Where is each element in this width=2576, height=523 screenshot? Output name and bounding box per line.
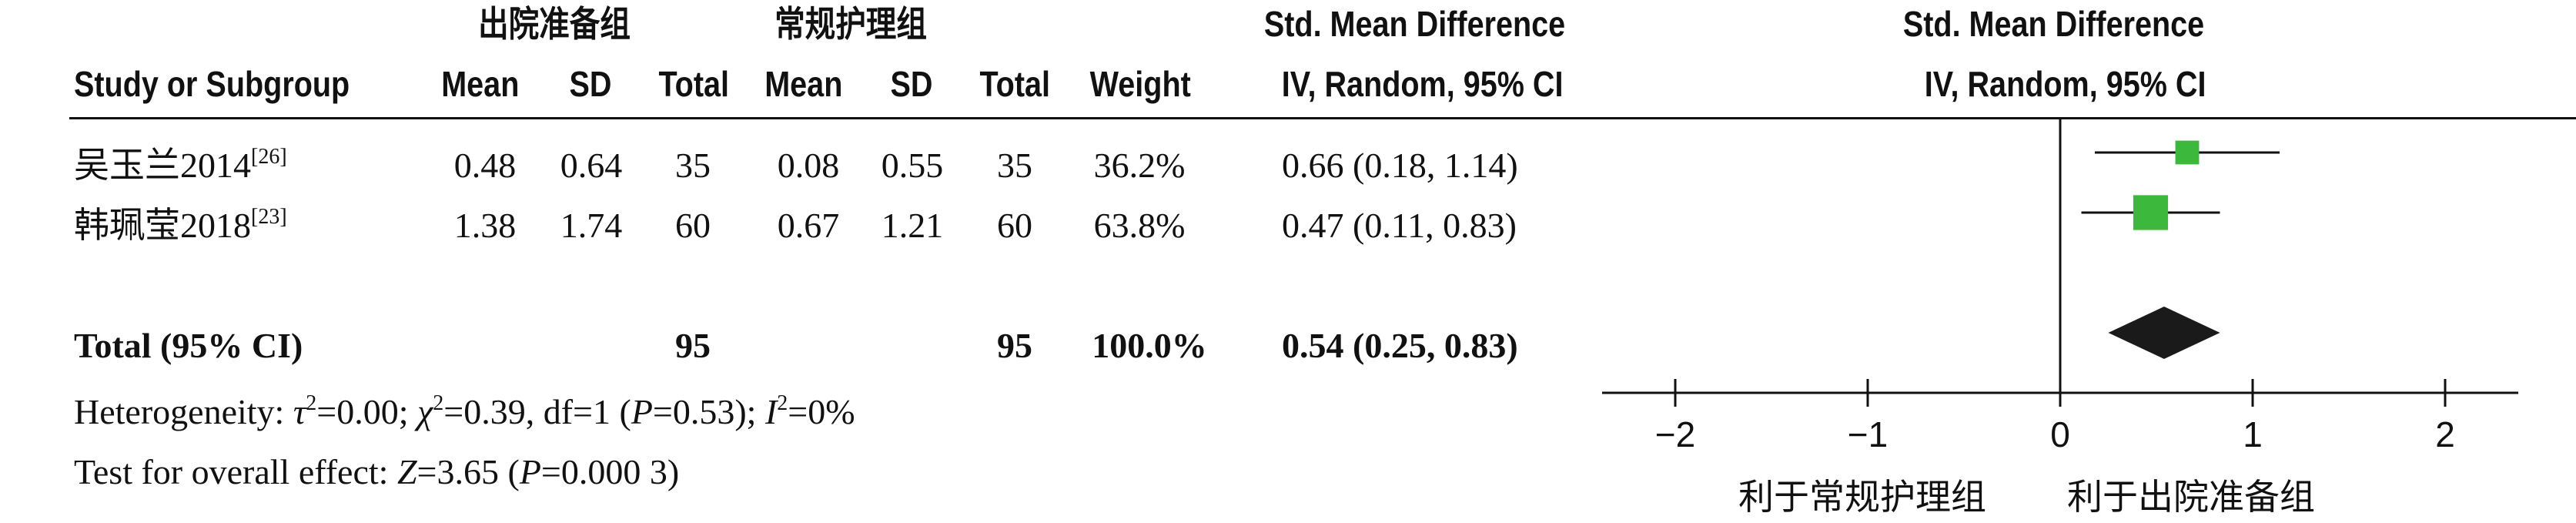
col-total-exp-header: Total [658,64,730,104]
control-group-header: 常规护理组 [774,4,927,44]
x-axis-tick-label: 2 [2435,414,2455,454]
total-ctl-cell: 60 [997,206,1032,245]
sd-ctl-cell: 0.55 [881,146,944,185]
total-ctl-sum: 95 [997,326,1032,365]
plot-measure-title: Std. Mean Difference [1902,4,2205,44]
x-axis-tick-label: −2 [1655,414,1695,454]
total-exp-cell: 60 [675,206,711,245]
mean-exp-cell: 0.48 [453,146,517,185]
experimental-group-header: 出院准备组 [478,4,631,44]
favors-control-label: 利于常规护理组 [1738,477,1986,517]
col-mean-ctl-header: Mean [764,64,843,104]
total-exp-cell: 35 [675,146,711,185]
x-axis-tick-label: −1 [1848,414,1888,454]
col-study-header: Study or Subgroup [74,64,350,104]
effect-ci-cell: 0.47 (0.11, 0.83) [1282,206,1517,245]
total-label: Total (95% CI) [74,326,303,365]
col-sd-ctl-header: SD [890,64,933,104]
weight-cell: 63.8% [1093,206,1186,245]
study-name: 吴玉兰2014[26] [74,145,287,185]
total-effect-ci: 0.54 (0.25, 0.83) [1282,326,1518,365]
study-name: 韩珮莹2018[23] [74,205,287,245]
sd-exp-cell: 1.74 [560,206,623,245]
col-total-ctl-header: Total [979,64,1051,104]
header-rule [69,117,2576,119]
pooled-effect-diamond [2108,307,2220,359]
study-effect-marker [2133,195,2169,230]
mean-ctl-cell: 0.67 [777,206,840,245]
total-exp-sum: 95 [675,326,711,365]
x-axis-tick-label: 1 [2243,414,2263,454]
effect-measure-title: Std. Mean Difference [1263,4,1566,44]
col-sd-exp-header: SD [569,64,612,104]
col-mean-exp-header: Mean [441,64,520,104]
sd-exp-cell: 0.64 [560,146,623,185]
effect-method-header: IV, Random, 95% CI [1281,64,1564,104]
weight-cell: 36.2% [1093,146,1186,185]
plot-method-header: IV, Random, 95% CI [1924,64,2206,104]
col-weight-header: Weight [1089,64,1191,104]
x-axis-tick-label: 0 [2050,414,2070,454]
heterogeneity-stats: Heterogeneity: τ2=0.00; χ2=0.39, df=1 (P… [74,391,855,431]
effect-ci-cell: 0.66 (0.18, 1.14) [1282,146,1518,185]
study-effect-marker [2175,140,2200,165]
mean-exp-cell: 1.38 [453,206,517,245]
favors-experimental-label: 利于出院准备组 [2067,477,2315,517]
total-weight: 100.0% [1092,326,1207,365]
mean-ctl-cell: 0.08 [777,146,840,185]
total-ctl-cell: 35 [997,146,1032,185]
overall-effect-test: Test for overall effect: Z=3.65 (P=0.000… [74,452,680,491]
sd-ctl-cell: 1.21 [881,206,944,245]
